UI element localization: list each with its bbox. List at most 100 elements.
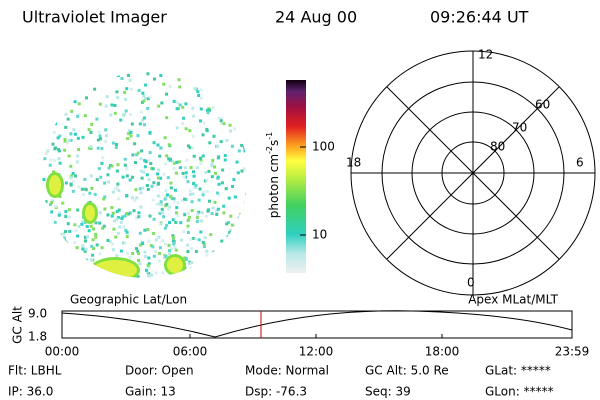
pixel: [133, 142, 137, 146]
pixel: [90, 122, 94, 126]
pixel: [136, 275, 140, 278]
pixel: [100, 161, 104, 165]
y-label: 1.8: [28, 330, 47, 344]
pixel: [169, 157, 173, 161]
pixel: [168, 249, 172, 253]
pixel: [159, 73, 163, 77]
pixel: [84, 239, 88, 243]
pixel: [152, 254, 156, 258]
pixel: [89, 145, 93, 149]
pixel: [208, 108, 212, 112]
pixel: [199, 162, 203, 166]
pixel: [123, 163, 127, 167]
pixel: [156, 194, 160, 198]
pixel: [171, 218, 175, 222]
pixel: [98, 252, 102, 256]
pixel: [144, 254, 148, 258]
pixel: [157, 181, 161, 185]
pixel: [60, 265, 64, 269]
pixel: [75, 255, 79, 259]
pixel: [123, 241, 127, 245]
pixel: [96, 272, 100, 276]
pixel: [240, 169, 244, 173]
pixel: [172, 161, 176, 165]
pixel: [42, 260, 46, 264]
pixel: [226, 266, 230, 270]
pixel: [106, 213, 110, 217]
pixel: [191, 236, 195, 240]
pixel: [46, 260, 50, 264]
pixel: [130, 196, 134, 200]
pixel: [84, 271, 88, 275]
pixel: [116, 182, 120, 186]
pixel: [76, 234, 80, 238]
pixel: [164, 189, 168, 193]
pixel: [184, 171, 188, 175]
pixel: [165, 116, 169, 120]
pixel: [45, 116, 49, 120]
pixel: [213, 200, 217, 204]
pixel: [164, 195, 168, 199]
pixel: [190, 261, 194, 265]
pixel: [220, 254, 224, 258]
pixel: [73, 132, 77, 136]
pixel: [147, 239, 151, 243]
pixel: [113, 111, 117, 115]
pixel: [125, 235, 129, 239]
pixel: [186, 144, 190, 148]
pixel: [162, 82, 166, 86]
pixel: [63, 107, 67, 111]
pixel: [238, 250, 242, 254]
pixel: [52, 261, 56, 265]
footer-field: Mode: Normal: [245, 364, 329, 378]
pixel: [196, 212, 200, 216]
pixel: [124, 109, 128, 113]
pixel: [242, 247, 246, 251]
pixel: [79, 263, 83, 267]
pixel: [165, 92, 169, 96]
pixel: [52, 131, 56, 135]
pixel: [65, 95, 69, 99]
pixel: [42, 128, 46, 132]
pixel: [58, 161, 62, 165]
pixel: [162, 172, 166, 176]
pixel: [115, 217, 119, 221]
pixel: [193, 86, 197, 90]
pixel: [77, 225, 81, 229]
pixel: [58, 233, 62, 237]
pixel: [222, 82, 226, 86]
pixel: [217, 182, 221, 186]
pixel: [200, 219, 204, 223]
pixel: [183, 166, 187, 170]
pixel: [130, 122, 134, 126]
pixel: [57, 149, 61, 153]
pixel: [64, 215, 68, 219]
pixel: [213, 165, 217, 169]
pixel: [77, 102, 81, 106]
pixel: [171, 234, 175, 238]
pixel: [91, 253, 95, 257]
pixel: [169, 195, 173, 199]
pixel: [81, 247, 85, 251]
pixel: [64, 209, 68, 213]
pixel: [191, 192, 195, 196]
pixel: [61, 201, 65, 205]
time-label: 18:00: [425, 345, 460, 359]
pixel: [124, 228, 128, 232]
pixel: [226, 234, 230, 238]
pixel: [191, 134, 195, 138]
pixel: [131, 153, 135, 157]
pixel: [77, 185, 81, 189]
pixel: [107, 180, 111, 184]
pixel: [49, 158, 53, 162]
pixel: [141, 186, 145, 190]
pixel: [63, 261, 67, 265]
pixel: [188, 189, 192, 193]
pixel: [98, 211, 102, 215]
pixel: [220, 269, 224, 273]
pixel: [71, 171, 75, 175]
pixel: [74, 256, 78, 260]
pixel: [181, 171, 185, 175]
pixel: [53, 94, 57, 98]
pixel: [152, 77, 156, 81]
